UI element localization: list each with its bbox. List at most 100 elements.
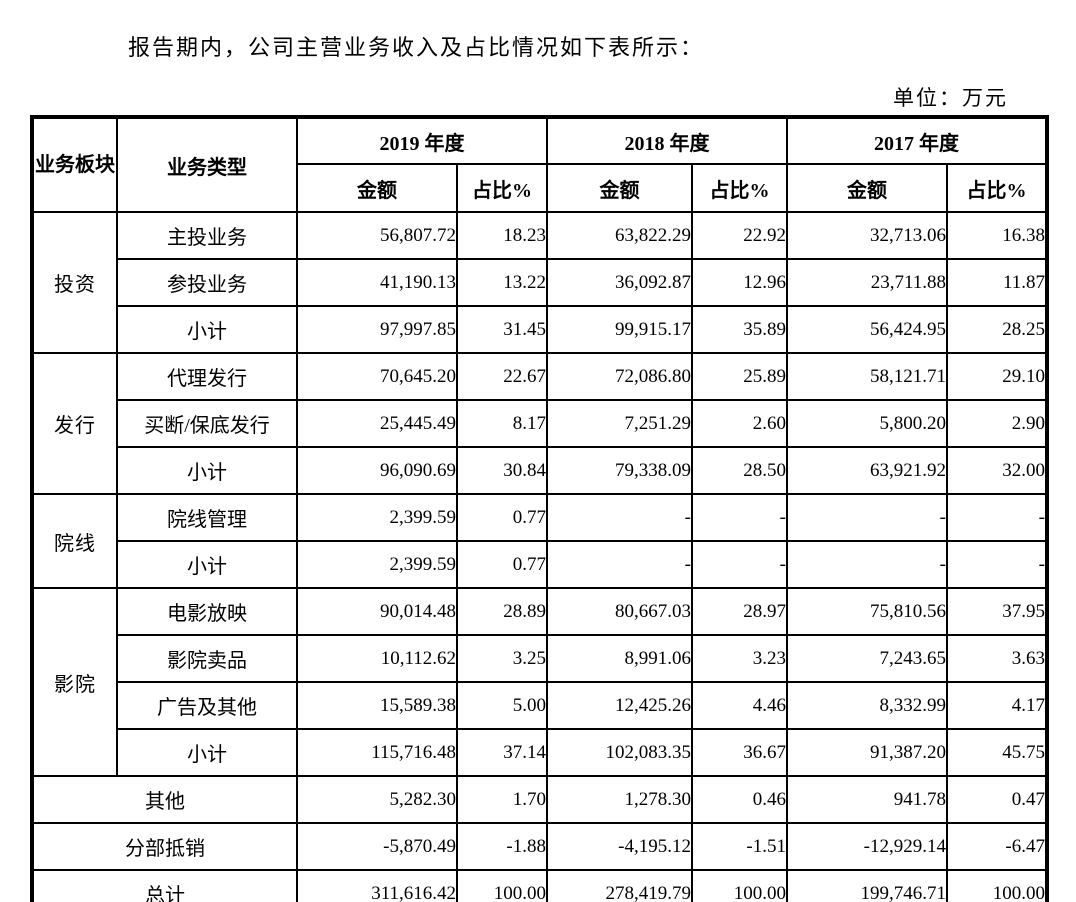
ratio-cell: 35.89 (691, 305, 788, 354)
ratio-cell: -1.51 (691, 822, 788, 871)
ratio-cell: 3.23 (691, 634, 788, 683)
header-row-years: 业务板块 业务类型 2019 年度 2018 年度 2017 年度 (31, 116, 1048, 213)
ratio-cell: 37.14 (456, 728, 548, 777)
amount-cell: 102,083.35 (546, 728, 693, 777)
amount-cell: 10,112.62 (296, 634, 458, 683)
type-cell: 院线管理 (116, 493, 298, 542)
amount-cell: 72,086.80 (546, 352, 693, 401)
amount-cell: 23,711.88 (786, 258, 948, 307)
segment-cell: 院线 (31, 493, 118, 589)
table-row: 小计 115,716.48 37.14 102,083.35 36.67 91,… (32, 728, 1048, 777)
header-segment: 业务板块 (31, 116, 118, 213)
ratio-cell: 22.92 (691, 211, 788, 260)
ratio-cell: 1.70 (456, 775, 548, 824)
ratio-cell: -1.88 (456, 822, 548, 871)
ratio-cell: 31.45 (456, 305, 548, 354)
table-row: 影院卖品 10,112.62 3.25 8,991.06 3.23 7,243.… (32, 634, 1048, 683)
header-year-2018: 2018 年度 (546, 116, 788, 165)
ratio-cell: 12.96 (691, 258, 788, 307)
amount-cell: -5,870.49 (296, 822, 458, 871)
type-cell: 电影放映 (116, 587, 298, 636)
amount-cell: 32,713.06 (786, 211, 948, 260)
amount-cell: 2,399.59 (296, 540, 458, 589)
ratio-cell: 28.50 (691, 446, 788, 495)
ratio-cell: -6.47 (946, 822, 1048, 871)
amount-cell: 1,278.30 (546, 775, 693, 824)
type-cell: 小计 (116, 728, 298, 777)
ratio-cell: 32.00 (946, 446, 1048, 495)
ratio-cell: 5.00 (456, 681, 548, 730)
type-cell: 小计 (116, 305, 298, 354)
header-ratio-2017: 占比% (946, 163, 1048, 213)
ratio-cell: - (946, 540, 1048, 589)
amount-cell: - (786, 493, 948, 542)
footer-label-cell: 分部抵销 (31, 822, 298, 871)
ratio-cell: 3.63 (946, 634, 1048, 683)
table-row: 买断/保底发行 25,445.49 8.17 7,251.29 2.60 5,8… (32, 399, 1048, 448)
ratio-cell: 0.77 (456, 540, 548, 589)
amount-cell: 36,092.87 (546, 258, 693, 307)
ratio-cell: 100.00 (456, 869, 548, 902)
amount-cell: 75,810.56 (786, 587, 948, 636)
table-row: 参投业务 41,190.13 13.22 36,092.87 12.96 23,… (32, 258, 1048, 307)
amount-cell: 8,332.99 (786, 681, 948, 730)
amount-cell: -12,929.14 (786, 822, 948, 871)
ratio-cell: 22.67 (456, 352, 548, 401)
ratio-cell: - (946, 493, 1048, 542)
amount-cell: 90,014.48 (296, 587, 458, 636)
ratio-cell: 30.84 (456, 446, 548, 495)
amount-cell: 115,716.48 (296, 728, 458, 777)
type-cell: 主投业务 (116, 211, 298, 260)
table-row: 小计 97,997.85 31.45 99,915.17 35.89 56,42… (32, 305, 1048, 354)
header-ratio-2018: 占比% (691, 163, 788, 213)
table-row: 总计 311,616.42 100.00 278,419.79 100.00 1… (31, 869, 1048, 902)
amount-cell: 56,807.72 (296, 211, 458, 260)
footer-label-cell: 其他 (31, 775, 298, 824)
amount-cell: 2,399.59 (296, 493, 458, 542)
amount-cell: 278,419.79 (546, 869, 693, 902)
amount-cell: 311,616.42 (296, 869, 458, 902)
amount-cell: -4,195.12 (546, 822, 693, 871)
amount-cell: 99,915.17 (546, 305, 693, 354)
type-cell: 影院卖品 (116, 634, 298, 683)
ratio-cell: - (691, 540, 788, 589)
ratio-cell: 16.38 (946, 211, 1048, 260)
header-row-metrics: 金额 占比% 金额 占比% 金额 占比% (32, 163, 1048, 213)
header-amount-2017: 金额 (786, 163, 948, 213)
type-cell: 代理发行 (116, 352, 298, 401)
ratio-cell: 45.75 (946, 728, 1048, 777)
segment-cell: 影院 (31, 587, 118, 777)
amount-cell: 96,090.69 (296, 446, 458, 495)
amount-cell: 41,190.13 (296, 258, 458, 307)
ratio-cell: 28.97 (691, 587, 788, 636)
revenue-table: 业务板块 业务类型 2019 年度 2018 年度 2017 年度 金额 占比%… (30, 115, 1049, 902)
amount-cell: - (546, 493, 693, 542)
table-row: 影院 电影放映 90,014.48 28.89 80,667.03 28.97 … (31, 587, 1048, 777)
amount-cell: 56,424.95 (786, 305, 948, 354)
ratio-cell: 4.17 (946, 681, 1048, 730)
ratio-cell: 29.10 (946, 352, 1048, 401)
ratio-cell: 3.25 (456, 634, 548, 683)
header-year-2017: 2017 年度 (786, 116, 1048, 165)
amount-cell: 5,282.30 (296, 775, 458, 824)
type-cell: 参投业务 (116, 258, 298, 307)
amount-cell: 91,387.20 (786, 728, 948, 777)
amount-cell: 941.78 (786, 775, 948, 824)
amount-cell: 8,991.06 (546, 634, 693, 683)
amount-cell: 7,243.65 (786, 634, 948, 683)
amount-cell: - (546, 540, 693, 589)
table-row: 广告及其他 15,589.38 5.00 12,425.26 4.46 8,33… (32, 681, 1048, 730)
table-row: 院线 院线管理 2,399.59 0.77 - - - - (31, 493, 1048, 589)
ratio-cell: 100.00 (691, 869, 788, 902)
ratio-cell: 100.00 (946, 869, 1048, 902)
ratio-cell: 2.60 (691, 399, 788, 448)
intro-text: 报告期内，公司主营业务收入及占比情况如下表所示： (128, 35, 705, 60)
table-row: 小计 2,399.59 0.77 - - - - (32, 540, 1048, 589)
ratio-cell: 25.89 (691, 352, 788, 401)
amount-cell: 97,997.85 (296, 305, 458, 354)
amount-cell: 7,251.29 (546, 399, 693, 448)
amount-cell: 58,121.71 (786, 352, 948, 401)
segment-cell: 投资 (31, 211, 118, 354)
unit-label: 单位：万元 (893, 86, 1008, 110)
